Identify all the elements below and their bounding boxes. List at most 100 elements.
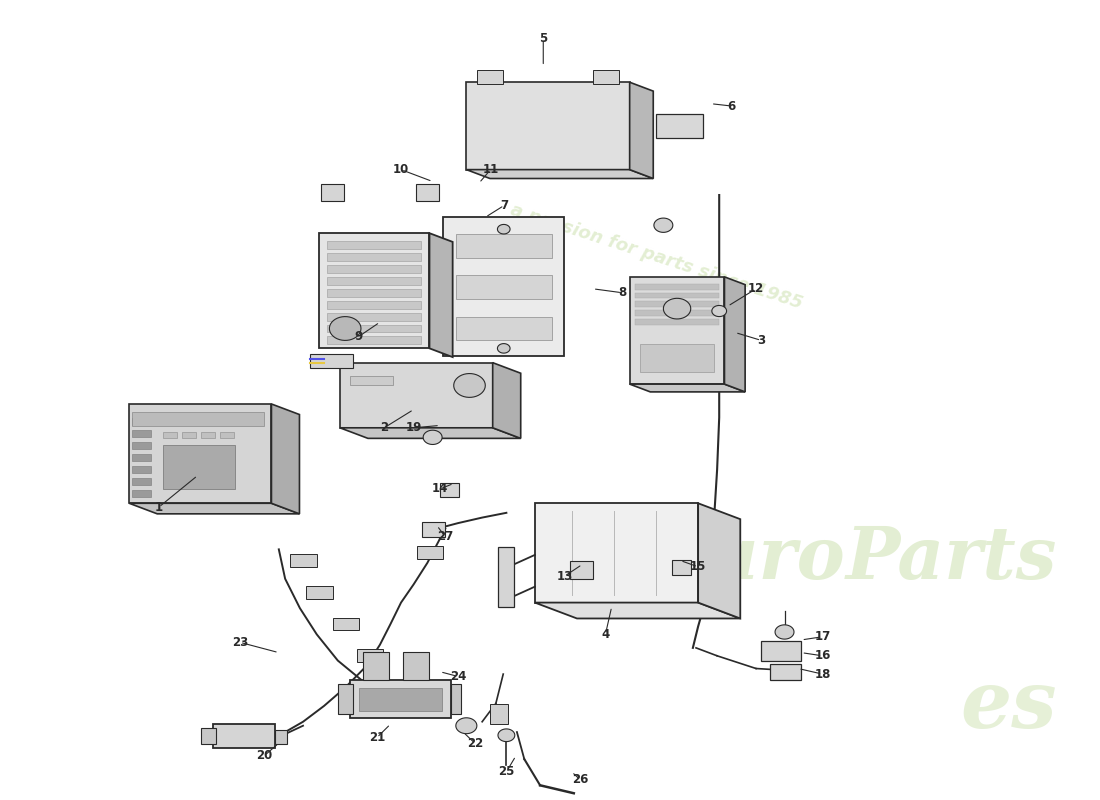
Polygon shape <box>635 284 719 290</box>
Text: 6: 6 <box>728 99 736 113</box>
Polygon shape <box>132 418 152 426</box>
Polygon shape <box>359 687 442 711</box>
Polygon shape <box>663 298 691 319</box>
Polygon shape <box>132 490 152 497</box>
Polygon shape <box>328 265 421 273</box>
Text: 16: 16 <box>814 650 830 662</box>
Polygon shape <box>440 482 459 497</box>
Polygon shape <box>213 724 275 748</box>
Polygon shape <box>466 170 653 178</box>
Polygon shape <box>329 317 361 341</box>
Polygon shape <box>328 313 421 321</box>
Polygon shape <box>310 354 353 368</box>
Text: 2: 2 <box>381 422 388 434</box>
Polygon shape <box>340 362 493 428</box>
Text: 25: 25 <box>498 766 515 778</box>
Polygon shape <box>132 466 152 473</box>
Polygon shape <box>129 503 299 514</box>
Polygon shape <box>132 478 152 485</box>
Polygon shape <box>629 277 725 384</box>
Polygon shape <box>132 412 264 426</box>
Polygon shape <box>328 253 421 261</box>
Polygon shape <box>629 384 745 392</box>
Polygon shape <box>443 218 564 356</box>
Polygon shape <box>338 684 353 714</box>
Polygon shape <box>163 432 177 438</box>
Polygon shape <box>455 275 552 299</box>
Text: 8: 8 <box>618 286 626 299</box>
Text: 14: 14 <box>432 482 448 495</box>
Polygon shape <box>351 376 393 386</box>
Polygon shape <box>424 430 442 445</box>
Polygon shape <box>340 428 520 438</box>
Text: 19: 19 <box>406 422 422 434</box>
Text: a passion for parts since 1985: a passion for parts since 1985 <box>507 201 804 313</box>
Polygon shape <box>451 684 461 714</box>
Polygon shape <box>363 652 389 680</box>
Polygon shape <box>201 728 216 744</box>
Polygon shape <box>498 547 514 606</box>
Text: 18: 18 <box>814 667 830 681</box>
Polygon shape <box>201 432 214 438</box>
Text: 5: 5 <box>539 32 548 45</box>
Text: 17: 17 <box>814 630 830 643</box>
Polygon shape <box>497 225 510 234</box>
Polygon shape <box>466 82 629 170</box>
Text: 13: 13 <box>557 570 572 583</box>
Polygon shape <box>328 325 421 333</box>
Polygon shape <box>182 432 196 438</box>
Polygon shape <box>712 306 727 317</box>
Polygon shape <box>635 302 719 307</box>
Polygon shape <box>403 652 429 680</box>
Polygon shape <box>272 404 299 514</box>
Polygon shape <box>498 729 515 742</box>
Text: 24: 24 <box>450 670 466 683</box>
Polygon shape <box>490 704 508 724</box>
Polygon shape <box>455 317 552 341</box>
Polygon shape <box>497 343 510 353</box>
Text: 22: 22 <box>466 737 483 750</box>
Text: 15: 15 <box>690 560 706 574</box>
Polygon shape <box>429 233 453 357</box>
Polygon shape <box>653 218 673 232</box>
Polygon shape <box>493 362 520 438</box>
Polygon shape <box>328 301 421 309</box>
Text: 4: 4 <box>602 628 609 641</box>
Polygon shape <box>220 432 233 438</box>
Text: 20: 20 <box>256 750 272 762</box>
Polygon shape <box>132 442 152 450</box>
Text: 10: 10 <box>393 163 409 176</box>
Polygon shape <box>132 454 152 461</box>
Polygon shape <box>535 602 740 618</box>
Text: 12: 12 <box>748 282 764 295</box>
Polygon shape <box>477 70 503 84</box>
Text: Parts: Parts <box>846 523 1057 594</box>
Text: 23: 23 <box>232 636 248 649</box>
Polygon shape <box>328 289 421 297</box>
Polygon shape <box>570 562 593 578</box>
Text: euro: euro <box>661 523 846 594</box>
Text: 7: 7 <box>500 199 508 212</box>
Polygon shape <box>328 241 421 249</box>
Text: 21: 21 <box>368 731 385 744</box>
Polygon shape <box>306 586 332 598</box>
Polygon shape <box>635 319 719 325</box>
Polygon shape <box>455 718 477 734</box>
Polygon shape <box>290 554 317 567</box>
Polygon shape <box>454 374 485 398</box>
Polygon shape <box>535 503 698 602</box>
Polygon shape <box>417 546 443 559</box>
Polygon shape <box>129 404 272 503</box>
Polygon shape <box>455 234 552 258</box>
Polygon shape <box>761 641 802 661</box>
Polygon shape <box>635 310 719 316</box>
Polygon shape <box>132 430 152 438</box>
Text: 27: 27 <box>437 530 453 543</box>
Polygon shape <box>321 184 344 202</box>
Polygon shape <box>275 730 287 744</box>
Text: es: es <box>960 667 1057 745</box>
Polygon shape <box>770 664 802 680</box>
Polygon shape <box>656 114 703 138</box>
Polygon shape <box>640 344 714 372</box>
Text: 11: 11 <box>483 163 498 176</box>
